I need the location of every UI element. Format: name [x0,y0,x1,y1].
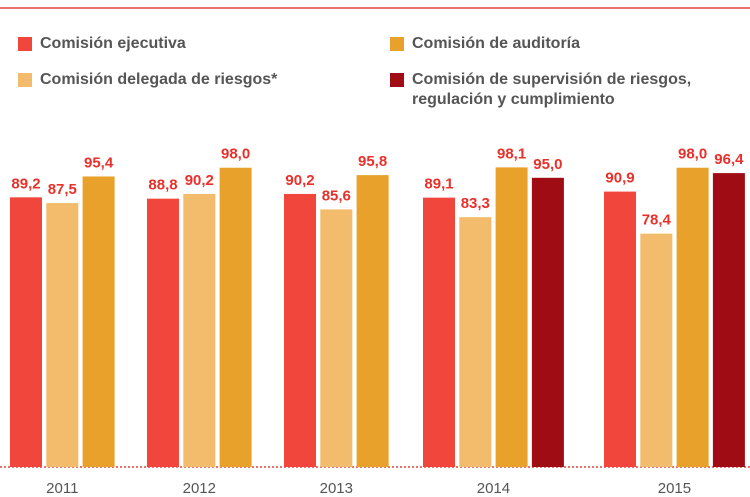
bar [712,173,745,467]
x-tick-label: 2015 [658,480,691,497]
value-label: 90,9 [605,170,634,187]
legend-item: Comisión de supervisión de riesgos, regu… [390,70,742,110]
value-label: 89,1 [424,176,453,193]
x-tick-label: 2011 [46,480,78,497]
value-label: 98,1 [497,145,526,162]
bar [531,177,564,468]
value-label: 78,4 [642,212,672,229]
value-label: 96,4 [714,151,744,168]
bar [495,167,528,467]
bar [147,198,179,467]
bar [676,167,709,467]
value-label: 87,5 [48,181,77,198]
legend-item: Comisión ejecutiva [18,34,186,54]
value-label: 88,8 [148,177,177,194]
value-label: 90,2 [185,172,214,189]
legend-label: Comisión de auditoría [412,35,581,52]
legend-label: Comisión delegada de riesgos* [40,71,278,88]
value-label: 89,2 [11,175,40,192]
x-tick-label: 2012 [183,480,216,497]
bar [10,197,42,468]
x-tick-label: 2014 [477,480,510,497]
legend-item: Comisión de auditoría [390,34,580,54]
bar [219,167,252,467]
value-label: 95,0 [533,156,562,173]
bar [640,233,673,467]
legend-label: Comisión de supervisión de riesgos, regu… [412,71,692,108]
bar [320,209,353,467]
value-label: 95,4 [84,154,114,171]
legend-swatch [390,73,404,87]
bar [82,176,115,467]
bar [604,191,636,467]
value-label: 85,6 [322,187,351,204]
legend-label: Comisión ejecutiva [40,35,186,52]
value-label: 98,0 [678,146,707,163]
bar [284,193,316,467]
bar [459,217,492,467]
value-label: 83,3 [461,195,490,212]
legend-item: Comisión delegada de riesgos* [18,70,277,90]
legend-swatch [18,37,32,51]
bar [46,203,79,468]
x-tick-label: 2013 [320,480,353,497]
bar [356,175,389,467]
value-label: 98,0 [221,146,250,163]
value-label: 90,2 [285,172,314,189]
bar [183,193,216,467]
bar [423,197,455,467]
legend-swatch [18,73,32,87]
legend-swatch [390,37,404,51]
value-label: 95,8 [358,153,387,170]
